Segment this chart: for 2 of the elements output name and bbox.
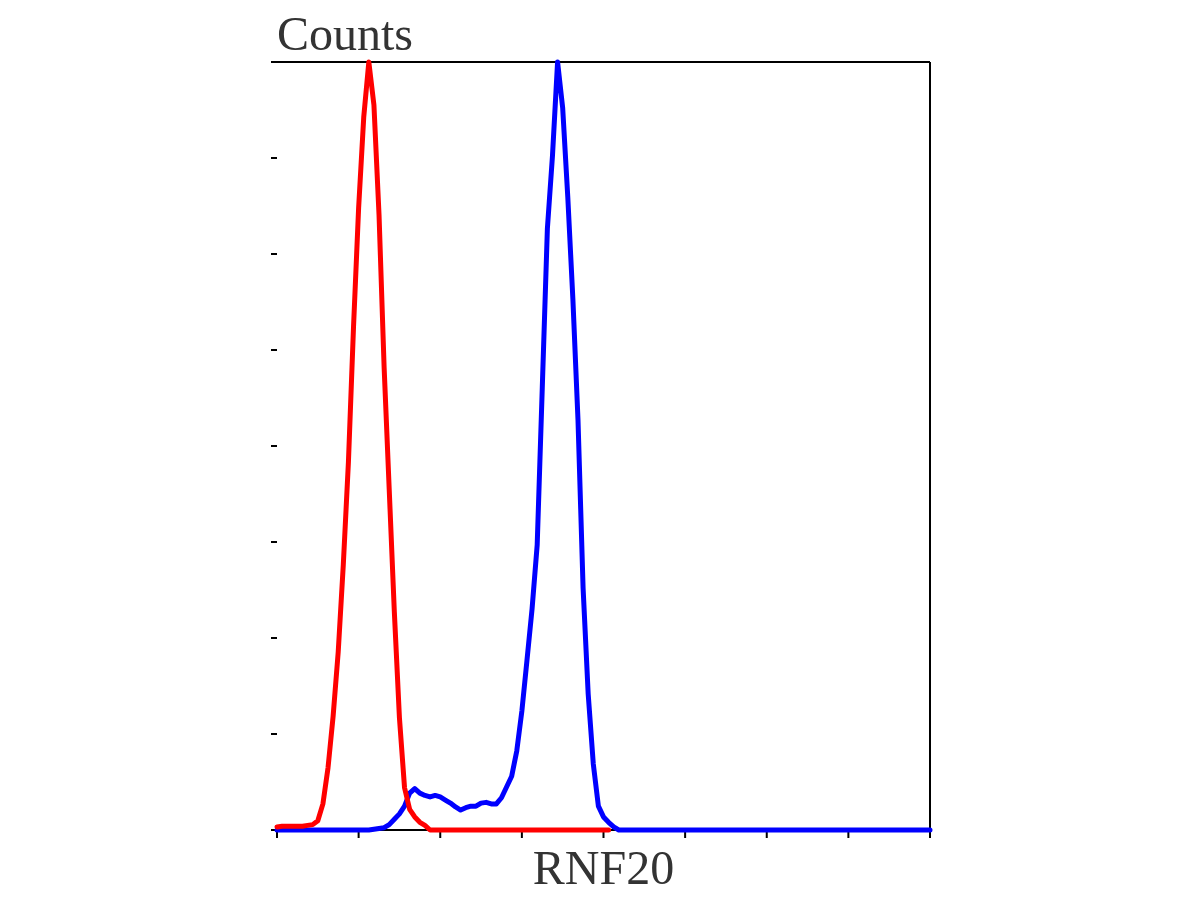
y-axis-title: Counts [277, 7, 414, 60]
x-axis-title: RNF20 [532, 841, 675, 894]
